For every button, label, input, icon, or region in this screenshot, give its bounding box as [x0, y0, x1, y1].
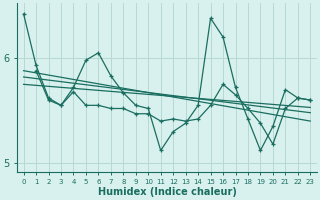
X-axis label: Humidex (Indice chaleur): Humidex (Indice chaleur): [98, 187, 236, 197]
